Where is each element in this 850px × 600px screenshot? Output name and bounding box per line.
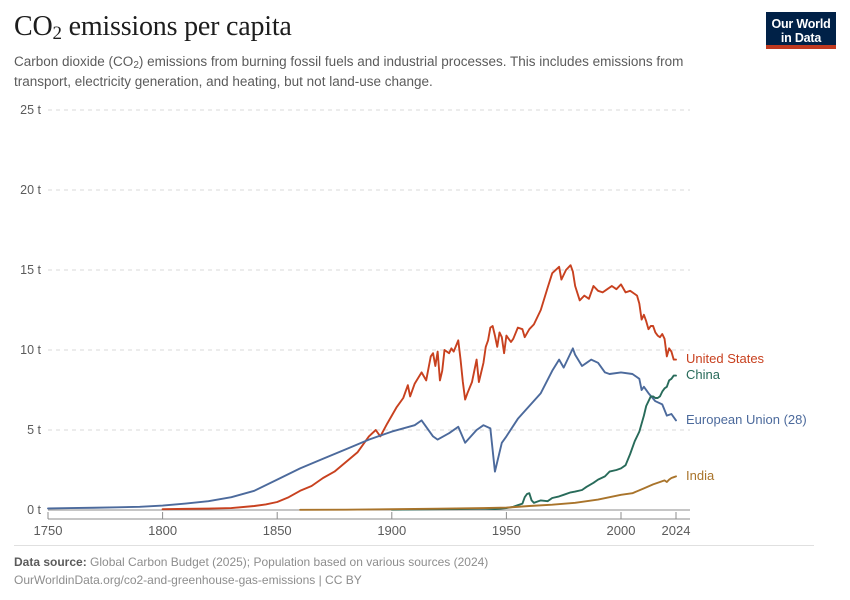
- series-label-china[interactable]: China: [686, 367, 721, 382]
- page-title-text: CO: [14, 11, 53, 42]
- x-axis-tick-label: 1900: [377, 523, 406, 538]
- series-label-india[interactable]: India: [686, 468, 715, 483]
- series-label-european-union-28[interactable]: European Union (28): [686, 412, 807, 427]
- page-title: CO2 emissions per capita: [14, 10, 754, 47]
- data-source-line: Data source: Global Carbon Budget (2025)…: [14, 553, 814, 571]
- chart-header: CO2 emissions per capita Carbon dioxide …: [14, 10, 754, 91]
- footer-url-line[interactable]: OurWorldinData.org/co2-and-greenhouse-ga…: [14, 573, 362, 587]
- series-line-united-states[interactable]: [161, 264, 677, 511]
- subtitle-part-b: ) emissions from burning fossil fuels an…: [14, 54, 684, 89]
- data-source-text: Global Carbon Budget (2025); Population …: [86, 555, 489, 569]
- data-source-label: Data source:: [14, 555, 87, 569]
- y-axis-tick-label: 0 t: [27, 503, 41, 517]
- our-world-in-data-logo[interactable]: Our World in Data: [766, 12, 836, 49]
- series-line-india[interactable]: [299, 475, 677, 511]
- x-axis-tick-label: 1800: [148, 523, 177, 538]
- subtitle-subscript: 2: [133, 60, 139, 71]
- line-chart-svg[interactable]: 0 t5 t10 t15 t20 t25 t 1750 1800 1850 1900 1…: [0, 95, 850, 540]
- y-axis-tick-label: 5 t: [27, 423, 41, 437]
- y-axis-tick-label: 10 t: [20, 343, 41, 357]
- x-axis-tick-label: 1750: [34, 523, 63, 538]
- y-axis-tick-label: 20 t: [20, 183, 41, 197]
- page-subtitle: Carbon dioxide (CO2) emissions from burn…: [14, 53, 744, 91]
- x-axis-tick-label: 2000: [607, 523, 636, 538]
- series-label-united-states[interactable]: United States: [686, 351, 765, 366]
- y-axis-tick-label: 25 t: [20, 103, 41, 117]
- gridlines-group: [48, 109, 690, 511]
- series-labels-group[interactable]: United States European Union (28) China Ind…: [686, 351, 807, 483]
- x-axis-ticks-group: 1750 1800 1850 1900 1950 2000 2024: [34, 512, 691, 538]
- y-axis-ticks-group: 0 t 5 t 10 t 15 t 20 t 25 t: [20, 103, 41, 517]
- chart-footer: Data source: Global Carbon Budget (2025)…: [14, 545, 814, 589]
- subtitle-part-a: Carbon dioxide (CO: [14, 54, 134, 69]
- series-lines-group[interactable]: [47, 264, 677, 511]
- series-line-china[interactable]: [390, 374, 677, 511]
- page-title-subscript: 2: [52, 23, 63, 44]
- logo-line-two: in Data: [780, 31, 822, 45]
- y-axis-tick-label: 15 t: [20, 263, 41, 277]
- page-title-rest: emissions per capita: [61, 11, 292, 42]
- x-axis-tick-label: 2024: [662, 523, 691, 538]
- logo-line-one: Our World: [771, 17, 831, 31]
- x-axis-tick-label: 1850: [263, 523, 292, 538]
- x-axis-tick-label: 1950: [492, 523, 521, 538]
- series-line-european-union-28[interactable]: [47, 347, 677, 510]
